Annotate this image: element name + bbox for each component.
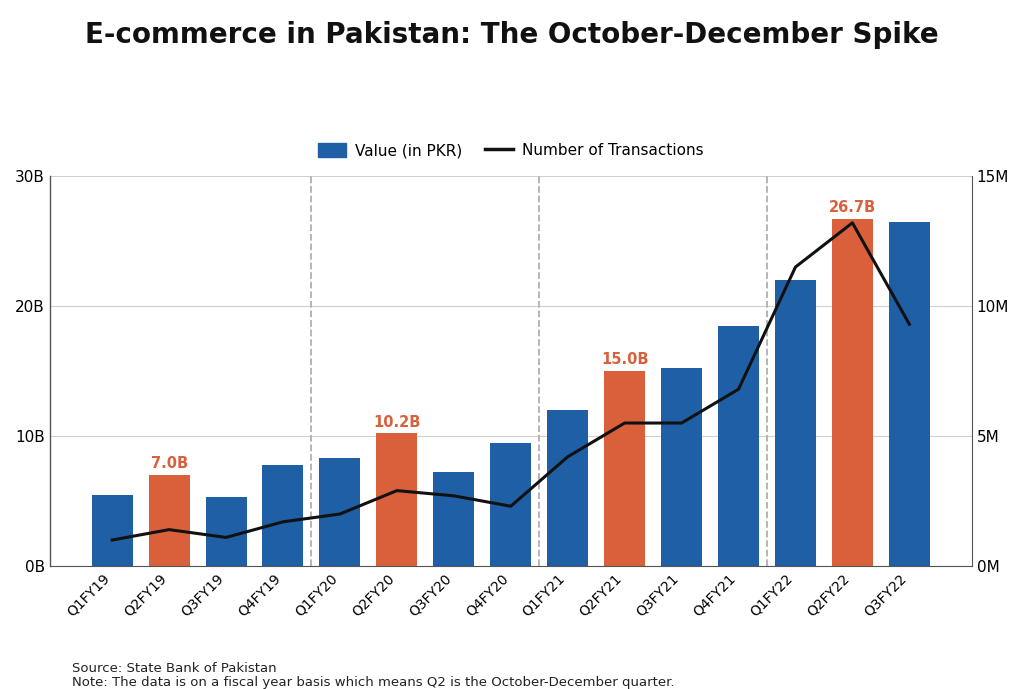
Text: 10.2B: 10.2B (373, 415, 421, 429)
Text: 15.0B: 15.0B (601, 352, 648, 367)
Bar (547, 410, 588, 566)
Text: 7.0B: 7.0B (151, 456, 187, 471)
Text: 26.7B: 26.7B (828, 200, 876, 215)
Bar (377, 433, 418, 566)
Bar (433, 473, 474, 566)
Bar (490, 442, 531, 566)
Bar (206, 497, 247, 566)
Bar (889, 222, 930, 566)
Bar (148, 475, 189, 566)
Text: Source: State Bank of Pakistan: Source: State Bank of Pakistan (72, 661, 276, 675)
Text: Note: The data is on a fiscal year basis which means Q2 is the October-December : Note: The data is on a fiscal year basis… (72, 675, 674, 688)
Bar (262, 464, 303, 566)
Bar (91, 495, 133, 566)
Bar (604, 371, 645, 566)
Bar (662, 369, 702, 566)
Bar (831, 219, 872, 566)
Bar (718, 325, 759, 566)
Text: E-commerce in Pakistan: The October-December Spike: E-commerce in Pakistan: The October-Dece… (85, 21, 939, 49)
Bar (775, 280, 816, 566)
Legend: Value (in PKR), Number of Transactions: Value (in PKR), Number of Transactions (312, 137, 710, 164)
Bar (319, 458, 360, 566)
